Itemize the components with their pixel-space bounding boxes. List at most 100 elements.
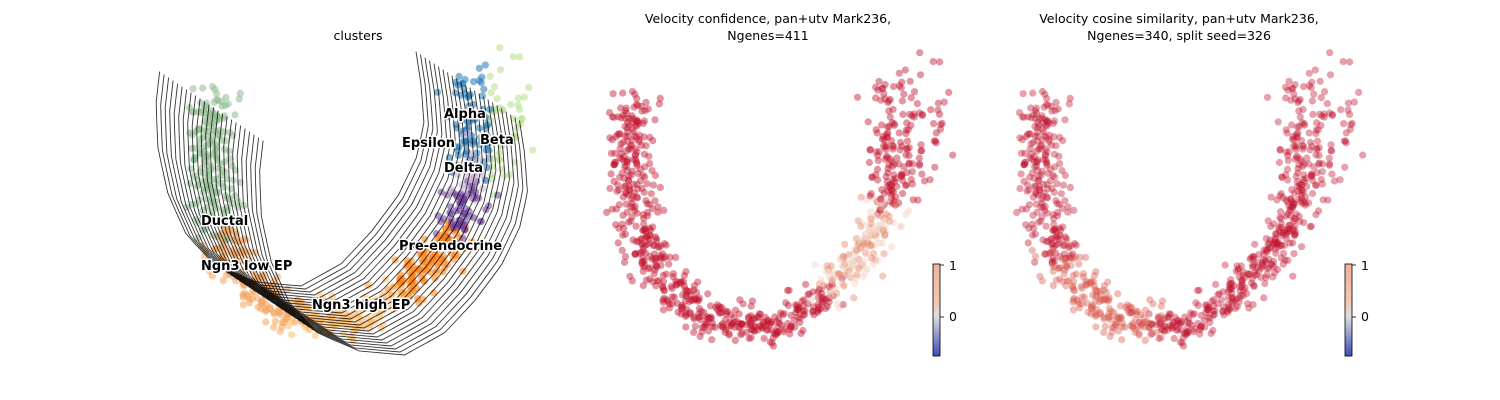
cell-point [685,298,693,306]
cell-point [626,272,634,280]
cell-point [876,206,885,215]
cell-point [638,258,646,266]
cell-point [1032,104,1040,112]
cell-point [882,210,890,218]
cell-point [839,255,847,263]
cell-point [827,262,836,270]
cell-point [615,130,623,138]
cell-point [815,280,824,288]
cell-point [1018,136,1026,144]
cluster-label-ngn3-low-ep: Ngn3 low EP [201,259,292,274]
cell-point [888,181,896,189]
cell-point [883,178,891,186]
cell-point [890,171,898,179]
cell-point [707,315,716,323]
cell-point [793,301,801,309]
cell-point [651,266,659,274]
cell-point [1326,71,1335,79]
cell-point [872,126,880,134]
cell-point [717,322,725,330]
cell-point [669,273,677,281]
cell-point [632,222,640,230]
cell-point [890,83,898,91]
cell-point [815,305,823,313]
cell-point [662,270,670,278]
cell-point [622,104,630,112]
cell-point [621,107,630,115]
cell-point [1072,241,1080,249]
cell-point [871,256,879,264]
cell-point [1342,129,1350,137]
cell-point [1341,163,1349,171]
cell-point [888,181,896,189]
cell-point [636,165,645,173]
cell-point [213,112,221,120]
cell-point [875,77,883,85]
cell-point [1267,222,1275,231]
cell-point [899,110,907,118]
cell-point [622,189,630,197]
cell-point [1026,173,1034,181]
cell-point [1025,201,1033,209]
cell-point [889,175,897,184]
cell-point [1272,230,1280,238]
cell-point [1127,322,1135,330]
cell-point [857,222,865,231]
cell-point [1063,277,1071,285]
cell-point [681,286,690,294]
cell-point [638,107,646,115]
cell-point [637,235,645,244]
cell-point [1077,282,1085,291]
cell-point [650,270,658,278]
cell-point [219,277,227,285]
cell-point [715,308,723,316]
cell-point [817,276,825,284]
cell-point [672,253,680,261]
cell-point [1035,172,1043,180]
cell-point [890,143,898,151]
cell-point [835,271,843,279]
cell-point [1017,170,1025,178]
cell-point [615,186,623,194]
cell-point [1024,239,1032,247]
velocity-streamline [205,84,474,320]
cell-point [1298,181,1306,189]
cell-point [1336,176,1344,184]
cell-point [619,89,627,97]
cell-point [631,207,639,215]
cell-point [638,241,646,249]
cell-point [646,231,654,239]
cell-point [818,289,826,297]
cell-point [1265,264,1273,272]
cell-point [621,114,629,123]
cell-point [1117,302,1125,310]
cell-point [1284,176,1292,184]
cell-point [880,189,888,197]
cell-point [816,283,824,291]
cell-point [863,265,872,274]
cell-point [766,338,774,346]
cell-point [1284,151,1292,160]
cell-point [1316,110,1324,118]
cell-point [930,137,938,145]
cell-point [641,163,649,171]
cell-point [890,160,898,168]
cell-point [1307,170,1316,178]
panel-clusters [155,44,537,356]
cell-point [882,145,890,153]
panel-1-title: clusters [333,28,383,43]
cell-point [288,318,296,326]
cell-point [633,194,642,202]
cell-point [1072,270,1080,278]
cell-point [852,235,860,243]
cell-point [838,275,846,283]
cell-point [713,301,722,309]
cell-point [640,133,648,141]
cell-point [931,137,940,145]
cell-point [682,323,690,331]
cell-point [659,271,667,279]
cell-point [727,311,735,319]
cell-point [903,169,911,177]
cell-point [621,253,630,261]
cell-point [855,264,863,272]
